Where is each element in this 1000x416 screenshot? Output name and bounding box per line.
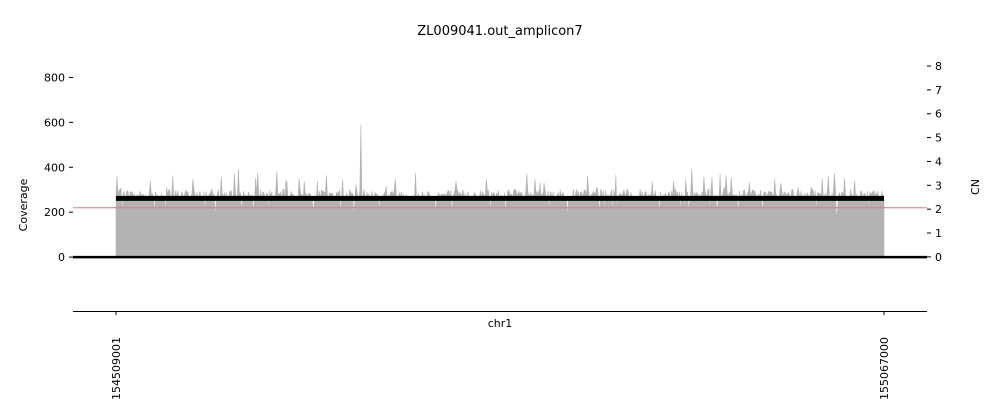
y-tick-label: 600 xyxy=(44,116,65,129)
y2-tick-label: 2 xyxy=(935,203,942,216)
x-tick-label: 154509001 xyxy=(110,337,123,400)
y2-tick-label: 3 xyxy=(935,179,942,192)
y2-tick-label: 5 xyxy=(935,132,942,145)
x-tick-label: 155067000 xyxy=(878,337,891,400)
y-tick-label: 200 xyxy=(44,206,65,219)
y2-tick-label: 1 xyxy=(935,227,942,240)
coverage-area xyxy=(115,124,885,258)
y2-axis-title: CN xyxy=(969,179,982,195)
y2-tick-label: 7 xyxy=(935,84,942,97)
y-tick-label: 400 xyxy=(44,161,65,174)
y-axis-title: Coverage xyxy=(17,178,30,231)
y-tick-label: 800 xyxy=(44,71,65,84)
y2-tick-label: 6 xyxy=(935,108,942,121)
y2-tick-label: 4 xyxy=(935,155,942,168)
chart-title: ZL009041.out_amplicon7 xyxy=(417,24,582,39)
plot-area: 0 200 400 600 800 0 1 2 3 4 5 6 7 8 154509001 155067000 xyxy=(44,60,942,400)
y2-tick-label: 8 xyxy=(935,60,942,73)
y2-tick-label: 0 xyxy=(935,251,942,264)
y-tick-label: 0 xyxy=(58,251,65,264)
x-axis-title: chr1 xyxy=(488,317,513,330)
